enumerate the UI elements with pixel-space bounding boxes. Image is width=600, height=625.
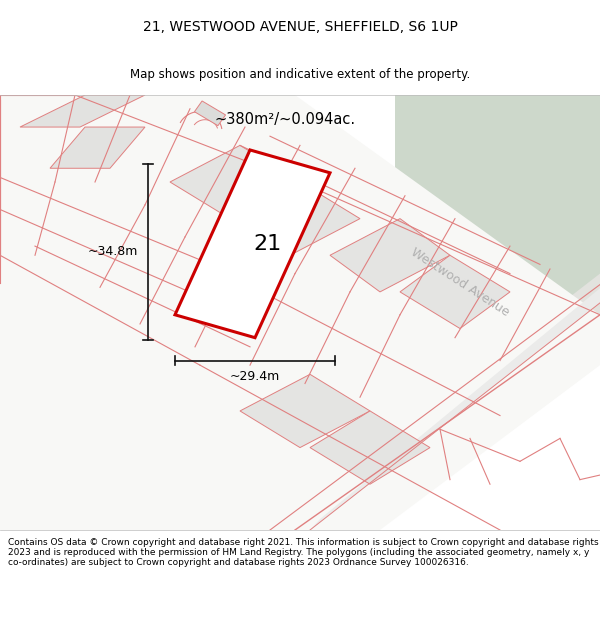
Text: Map shows position and indicative extent of the property.: Map shows position and indicative extent… — [130, 68, 470, 81]
Polygon shape — [20, 95, 145, 127]
Polygon shape — [400, 255, 510, 329]
Polygon shape — [0, 95, 600, 530]
Text: ~380m²/~0.094ac.: ~380m²/~0.094ac. — [215, 112, 356, 127]
Polygon shape — [295, 274, 600, 530]
Text: ~34.8m: ~34.8m — [88, 245, 138, 258]
Polygon shape — [230, 182, 360, 255]
Text: 21, WESTWOOD AVENUE, SHEFFIELD, S6 1UP: 21, WESTWOOD AVENUE, SHEFFIELD, S6 1UP — [143, 19, 457, 34]
Polygon shape — [310, 288, 600, 530]
Text: ~29.4m: ~29.4m — [230, 370, 280, 382]
Polygon shape — [330, 219, 450, 292]
Polygon shape — [194, 101, 226, 126]
Text: Contains OS data © Crown copyright and database right 2021. This information is : Contains OS data © Crown copyright and d… — [8, 538, 598, 568]
Polygon shape — [175, 150, 330, 338]
Polygon shape — [0, 365, 90, 530]
Text: Westwood Avenue: Westwood Avenue — [409, 246, 512, 319]
Polygon shape — [170, 146, 300, 219]
Polygon shape — [310, 411, 430, 484]
Polygon shape — [395, 95, 600, 347]
Polygon shape — [50, 127, 145, 168]
Polygon shape — [240, 374, 370, 448]
Text: 21: 21 — [253, 234, 281, 254]
